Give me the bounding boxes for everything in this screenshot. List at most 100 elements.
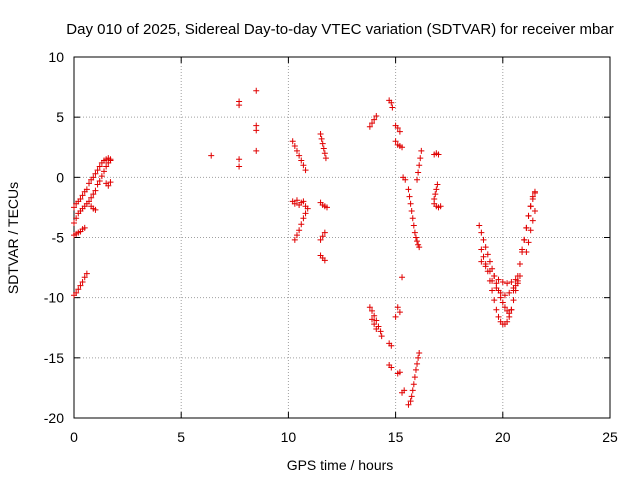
series-pass-j	[289, 138, 309, 174]
chart-title: Day 010 of 2025, Sidereal Day-to-day VTE…	[66, 21, 613, 38]
data-point	[369, 316, 376, 323]
data-point	[388, 364, 395, 371]
data-point	[499, 279, 506, 286]
data-point	[396, 309, 403, 316]
data-point	[71, 220, 77, 227]
data-point	[480, 236, 487, 243]
data-point	[478, 229, 485, 236]
data-point	[371, 312, 378, 319]
data-point	[405, 186, 412, 193]
data-point	[73, 215, 80, 222]
series-pass-ag	[431, 181, 441, 202]
data-point	[405, 401, 412, 408]
data-point	[525, 239, 532, 246]
series-pass-r	[366, 304, 385, 340]
data-point	[416, 162, 423, 169]
data-point	[319, 233, 326, 240]
data-point	[86, 180, 93, 187]
series-pass-p	[317, 252, 328, 264]
data-point	[94, 167, 101, 174]
data-point	[417, 155, 424, 162]
data-point	[484, 251, 491, 258]
data-point	[406, 193, 413, 200]
data-point	[510, 297, 517, 304]
data-point	[486, 268, 493, 275]
data-point	[493, 285, 500, 292]
data-point	[98, 173, 105, 180]
series-pass-z	[399, 274, 406, 281]
x-tick-label: 0	[70, 429, 78, 445]
data-point	[407, 398, 414, 405]
data-point	[296, 152, 303, 159]
data-point	[83, 186, 90, 193]
data-point	[298, 157, 305, 164]
series-pass-x	[392, 304, 403, 320]
data-point	[433, 186, 440, 193]
series-pass-ae	[414, 147, 425, 183]
series-pass-o	[317, 229, 328, 243]
data-point	[322, 155, 329, 162]
axis-ticks: 0 5 10 15 20 25 10 5 0 -5 -10 -15 -20	[44, 49, 618, 445]
data-point	[377, 328, 384, 335]
data-point	[291, 236, 298, 243]
series-pass-ak	[478, 258, 523, 287]
data-point	[480, 253, 487, 260]
x-tick-label: 15	[388, 429, 404, 445]
data-point	[103, 163, 110, 170]
data-point	[523, 224, 530, 231]
data-point	[236, 102, 243, 109]
data-point	[516, 260, 523, 267]
data-point	[396, 369, 403, 376]
data-point	[90, 174, 97, 181]
series-pass-af	[431, 150, 442, 158]
data-point	[291, 200, 298, 207]
data-point	[392, 138, 399, 145]
data-point	[298, 221, 305, 228]
data-point	[318, 135, 325, 142]
x-tick-label: 20	[495, 429, 511, 445]
data-point	[304, 205, 311, 212]
data-point	[529, 193, 536, 200]
series-pass-s	[369, 316, 380, 332]
data-point	[317, 236, 324, 243]
data-point	[414, 238, 421, 245]
data-point	[73, 289, 80, 296]
data-point	[369, 307, 376, 314]
series-pass-t	[386, 340, 395, 349]
data-point	[296, 227, 303, 234]
data-point	[418, 147, 425, 154]
data-point	[508, 279, 515, 286]
data-point	[79, 192, 86, 199]
data-point	[394, 304, 401, 311]
data-point	[293, 197, 300, 204]
data-point	[96, 163, 103, 170]
data-point	[506, 289, 513, 296]
data-point	[291, 143, 298, 150]
data-point	[92, 170, 99, 177]
series-pass-ac	[405, 186, 423, 251]
data-point	[508, 306, 515, 313]
data-point	[512, 282, 519, 289]
data-point	[366, 304, 373, 311]
data-point	[371, 321, 378, 328]
data-point	[236, 156, 243, 163]
data-point	[495, 276, 502, 283]
data-point	[415, 169, 422, 176]
data-point	[94, 181, 101, 188]
data-point	[512, 276, 519, 283]
y-tick-label: -10	[44, 290, 64, 306]
series-pass-q	[366, 112, 380, 130]
x-tick-label: 25	[602, 429, 618, 445]
series-pass-u	[386, 362, 395, 371]
data-point	[437, 203, 444, 210]
data-point	[302, 167, 309, 174]
data-point	[416, 350, 423, 357]
y-axis-label: SDTVAR / TECUs	[5, 182, 21, 294]
data-point	[319, 140, 326, 147]
data-point	[317, 131, 324, 138]
data-point	[392, 313, 399, 320]
data-point	[289, 138, 296, 145]
series-pass-w	[392, 122, 406, 151]
x-tick-label: 5	[177, 429, 185, 445]
